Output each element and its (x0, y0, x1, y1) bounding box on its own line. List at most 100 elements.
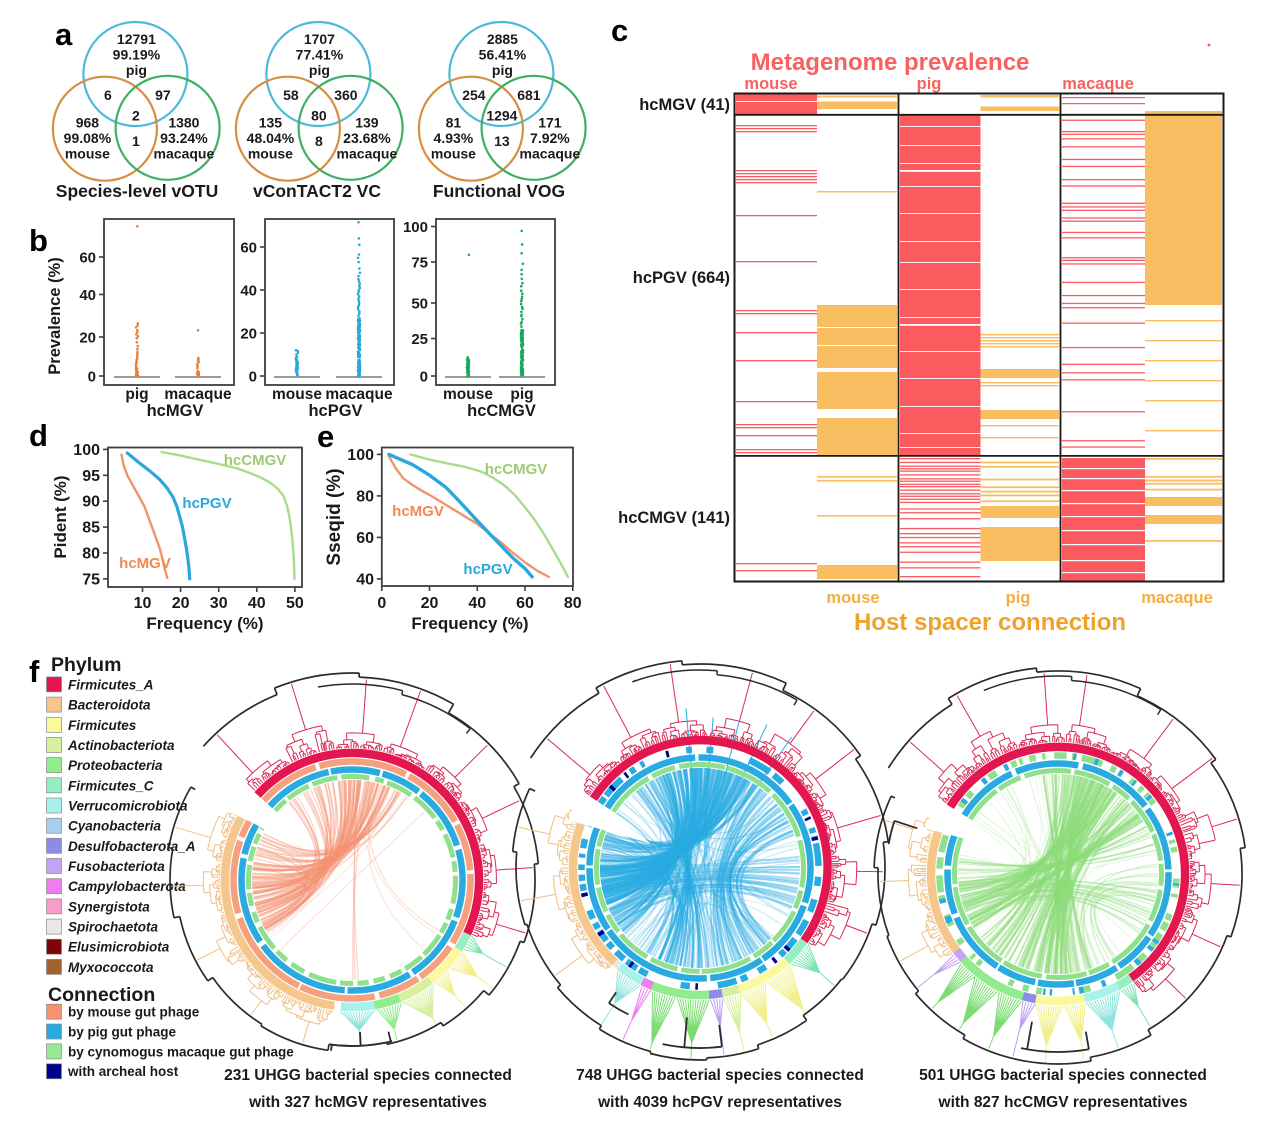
svg-text:hcPGV (664): hcPGV (664) (633, 269, 730, 287)
svg-text:pig: pig (917, 75, 942, 93)
svg-text:by pig gut phage: by pig gut phage (68, 1025, 176, 1040)
svg-text:macaque: macaque (337, 146, 398, 162)
svg-text:hcMGV: hcMGV (392, 503, 444, 520)
svg-text:1294: 1294 (486, 108, 517, 124)
svg-text:4.93%: 4.93% (434, 130, 474, 146)
svg-text:Campylobacterota: Campylobacterota (68, 879, 186, 894)
svg-text:40: 40 (248, 595, 266, 612)
svg-text:60: 60 (240, 240, 257, 257)
svg-text:77.41%: 77.41% (296, 47, 344, 63)
svg-text:pig: pig (1006, 589, 1031, 607)
svg-text:Prevalence (%): Prevalence (%) (46, 257, 64, 374)
svg-text:40: 40 (468, 595, 486, 612)
svg-text:macaque: macaque (1141, 589, 1213, 607)
svg-text:75: 75 (82, 571, 100, 588)
svg-text:hcPGV: hcPGV (308, 402, 362, 420)
svg-text:hcPGV: hcPGV (182, 495, 231, 512)
svg-text:93.24%: 93.24% (160, 130, 208, 146)
svg-text:97: 97 (155, 87, 171, 103)
svg-text:95: 95 (82, 468, 100, 485)
svg-text:mouse: mouse (272, 386, 322, 403)
svg-text:501 UHGG bacterial species con: 501 UHGG bacterial species connected (919, 1067, 1207, 1084)
svg-text:99.08%: 99.08% (64, 130, 112, 146)
svg-text:30: 30 (210, 595, 228, 612)
svg-text:mouse: mouse (443, 386, 493, 403)
svg-text:80: 80 (564, 595, 582, 612)
svg-text:99.19%: 99.19% (113, 47, 161, 63)
svg-text:80: 80 (356, 488, 374, 505)
svg-text:c: c (611, 13, 628, 48)
svg-text:50: 50 (411, 296, 428, 313)
svg-text:pig: pig (309, 62, 330, 78)
svg-text:Desulfobacterota_A: Desulfobacterota_A (68, 839, 196, 854)
svg-text:Myxococcota: Myxococcota (68, 960, 154, 975)
svg-text:7.92%: 7.92% (530, 130, 570, 146)
svg-text:13: 13 (494, 133, 510, 149)
svg-text:254: 254 (462, 87, 486, 103)
svg-text:mouse: mouse (431, 146, 476, 162)
svg-text:mouse: mouse (248, 146, 293, 162)
svg-text:Frequency (%): Frequency (%) (411, 614, 528, 633)
svg-text:hcCMGV: hcCMGV (485, 461, 548, 478)
svg-text:e: e (317, 419, 334, 454)
svg-text:by cynomogus macaque gut phage: by cynomogus macaque gut phage (68, 1044, 294, 1059)
svg-text:1380: 1380 (168, 115, 199, 131)
svg-text:23.68%: 23.68% (343, 130, 391, 146)
svg-text:100: 100 (347, 447, 374, 464)
svg-text:100: 100 (403, 219, 428, 236)
svg-text:20: 20 (172, 595, 190, 612)
svg-text:hcMGV (41): hcMGV (41) (639, 96, 730, 114)
svg-text:pig: pig (126, 62, 147, 78)
svg-text:0: 0 (420, 369, 428, 386)
svg-text:mouse: mouse (744, 75, 797, 93)
svg-text:mouse: mouse (826, 589, 879, 607)
svg-text:60: 60 (356, 530, 374, 547)
svg-text:macaque: macaque (325, 386, 393, 403)
svg-text:968: 968 (76, 115, 100, 131)
svg-text:hcMGV: hcMGV (119, 555, 171, 572)
svg-text:macaque: macaque (164, 386, 232, 403)
svg-text:macaque: macaque (520, 146, 581, 162)
svg-text:Pident (%): Pident (%) (51, 475, 70, 558)
svg-text:8: 8 (315, 133, 323, 149)
svg-text:12791: 12791 (117, 31, 156, 47)
svg-text:Phylum: Phylum (51, 654, 121, 676)
svg-text:Elusimicrobiota: Elusimicrobiota (68, 940, 170, 955)
svg-text:macaque: macaque (1062, 75, 1134, 93)
svg-text:hcCMGV (141): hcCMGV (141) (618, 509, 730, 527)
svg-text:360: 360 (334, 87, 358, 103)
svg-text:Frequency (%): Frequency (%) (146, 614, 263, 633)
svg-text:48.04%: 48.04% (247, 130, 295, 146)
svg-text:Firmicutes: Firmicutes (68, 718, 137, 733)
svg-text:20: 20 (240, 326, 257, 343)
svg-text:40: 40 (356, 571, 374, 588)
svg-text:60: 60 (516, 595, 534, 612)
svg-text:Metagenome prevalence: Metagenome prevalence (751, 49, 1030, 76)
svg-text:Bacteroidota: Bacteroidota (68, 698, 151, 713)
svg-text:with 4039 hcPGV representative: with 4039 hcPGV representatives (597, 1094, 842, 1111)
svg-text:hcCMGV: hcCMGV (467, 402, 536, 420)
svg-text:139: 139 (355, 115, 379, 131)
svg-text:40: 40 (79, 287, 96, 304)
svg-text:2885: 2885 (487, 31, 518, 47)
svg-text:Firmicutes_A: Firmicutes_A (68, 677, 154, 692)
svg-text:Connection: Connection (48, 984, 155, 1006)
svg-text:by mouse gut phage: by mouse gut phage (68, 1005, 200, 1020)
svg-text:Sseqid (%): Sseqid (%) (324, 468, 345, 565)
svg-text:75: 75 (411, 255, 428, 272)
svg-text:d: d (29, 418, 48, 453)
svg-text:Functional VOG: Functional VOG (433, 181, 565, 201)
svg-text:Spirochaetota: Spirochaetota (68, 920, 159, 935)
svg-text:a: a (55, 17, 73, 52)
svg-text:171: 171 (538, 115, 562, 131)
svg-text:Firmicutes_C: Firmicutes_C (68, 778, 154, 793)
svg-text:80: 80 (311, 108, 327, 124)
svg-text:748 UHGG bacterial species con: 748 UHGG bacterial species connected (576, 1067, 864, 1084)
svg-text:with 827 hcCMGV representative: with 827 hcCMGV representatives (938, 1094, 1188, 1111)
svg-text:135: 135 (259, 115, 283, 131)
svg-text:pig: pig (125, 386, 148, 403)
svg-text:with 327 hcMGV representatives: with 327 hcMGV representatives (248, 1094, 487, 1111)
svg-text:f: f (29, 654, 40, 689)
svg-text:1: 1 (132, 133, 140, 149)
svg-text:hcPGV: hcPGV (463, 561, 512, 578)
